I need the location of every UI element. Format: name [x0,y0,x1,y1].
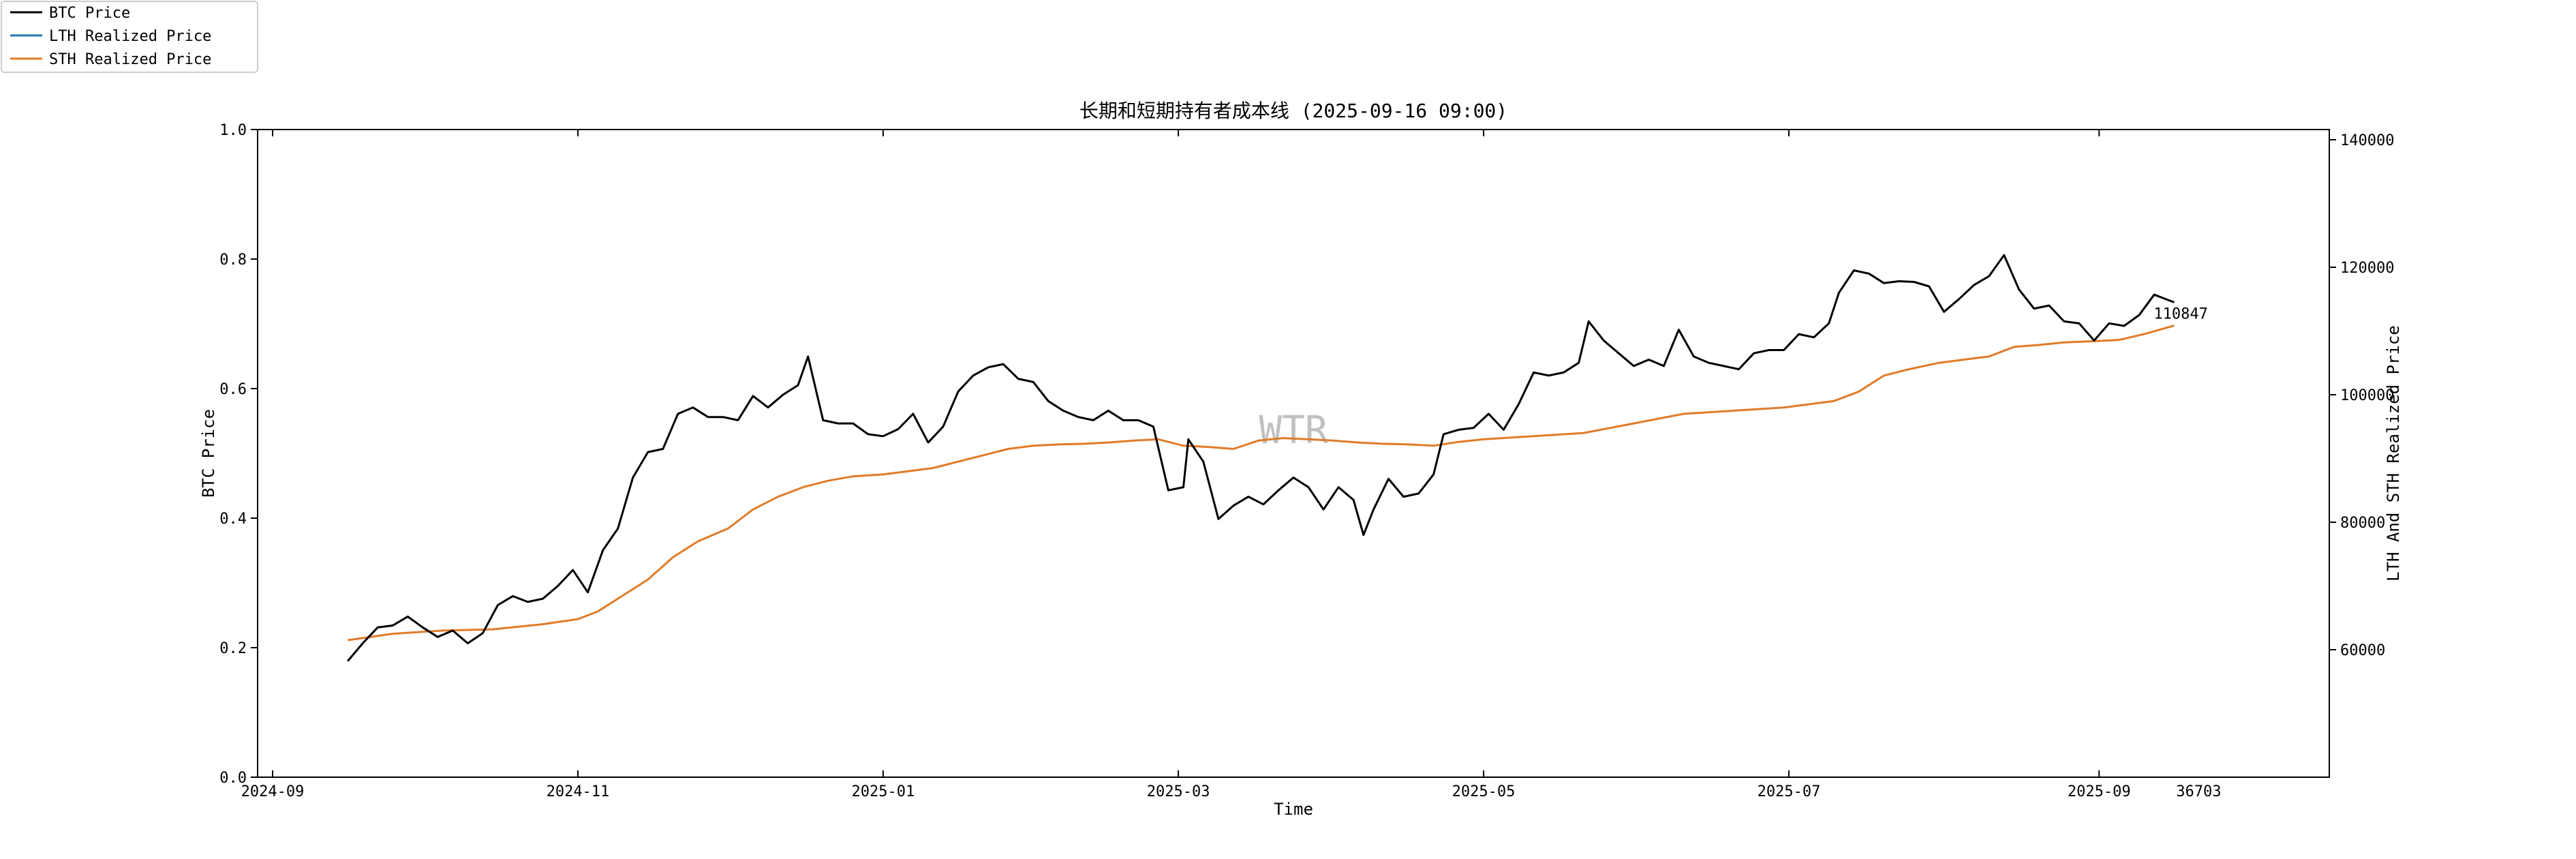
right-tick-label: 60000 [2340,642,2385,659]
left-y-axis-label: BTC Price [199,409,218,498]
btc-price-line [347,254,2175,662]
chart-title: 长期和短期持有者成本线 (2025-09-16 09:00) [1079,100,1507,122]
x-tick-label: 2024-09 [241,783,305,800]
sth-realized-price-line [347,325,2175,642]
last-value-label: 110847 [2153,306,2207,323]
legend-label-lth: LTH Realized Price [49,28,211,45]
watermark: WTR [1259,408,1328,453]
left-tick-label: 0.4 [219,511,247,528]
legend-box [1,1,258,73]
annotations: 110847 36703 [2153,306,2221,800]
plot-area [347,254,2175,662]
plot-frame [257,129,2330,778]
x-tick-label: 2025-05 [1452,783,1516,800]
right-y-axis-label: LTH And STH Realized Price [2384,325,2403,582]
right-tick-label: 120000 [2340,260,2394,277]
left-tick-label: 0.2 [219,640,247,657]
left-tick-label: 0.8 [219,252,247,269]
left-tick-label: 0.6 [219,381,247,398]
x-tick-label: 2025-01 [852,783,915,800]
right-tick-label: 140000 [2340,132,2394,149]
x-axis-label: Time [1274,800,1313,819]
right-tick-label: 100000 [2340,387,2394,404]
x-extra-label: 36703 [2176,783,2221,800]
left-tick-label: 1.0 [219,122,247,139]
x-tick-label: 2025-07 [1758,783,1821,800]
left-tick-label: 0.0 [219,770,247,787]
x-tick-label: 2024-11 [547,783,610,800]
axes: 2024-09 2024-11 2025-01 2025-03 2025-05 2025-… [219,122,2394,800]
x-tick-label: 2025-03 [1147,783,1210,800]
legend: BTC Price LTH Realized Price STH Realize… [1,1,258,73]
legend-label-sth: STH Realized Price [49,51,211,68]
right-tick-label: 80000 [2340,515,2385,532]
legend-label-btc: BTC Price [49,5,130,22]
x-tick-label: 2025-09 [2068,783,2131,800]
